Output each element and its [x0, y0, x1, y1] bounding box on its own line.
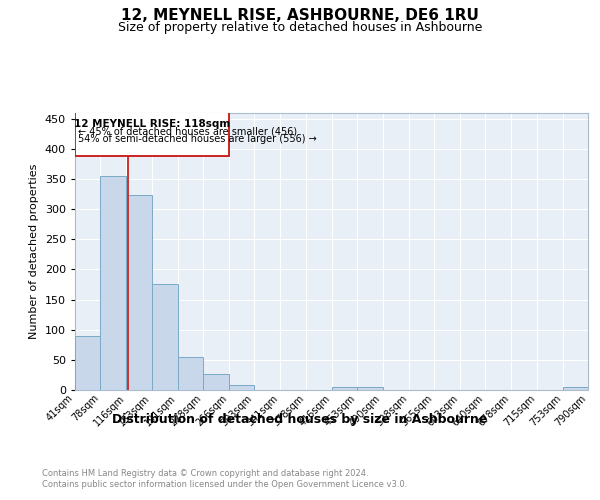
Y-axis label: Number of detached properties: Number of detached properties	[29, 164, 39, 339]
Bar	[332, 387, 357, 390]
Bar	[75, 112, 229, 156]
Bar	[229, 385, 254, 390]
Bar	[357, 387, 383, 390]
Bar	[100, 176, 127, 390]
Bar	[178, 358, 203, 390]
Bar	[203, 374, 229, 390]
Text: Contains public sector information licensed under the Open Government Licence v3: Contains public sector information licen…	[42, 480, 407, 489]
Text: 12 MEYNELL RISE: 118sqm: 12 MEYNELL RISE: 118sqm	[74, 118, 230, 128]
Bar	[75, 336, 100, 390]
Text: Distribution of detached houses by size in Ashbourne: Distribution of detached houses by size …	[112, 412, 488, 426]
Bar	[152, 284, 178, 390]
Text: Size of property relative to detached houses in Ashbourne: Size of property relative to detached ho…	[118, 21, 482, 34]
Text: 54% of semi-detached houses are larger (556) →: 54% of semi-detached houses are larger (…	[78, 134, 316, 144]
Bar	[563, 387, 588, 390]
Bar	[127, 194, 152, 390]
Text: 12, MEYNELL RISE, ASHBOURNE, DE6 1RU: 12, MEYNELL RISE, ASHBOURNE, DE6 1RU	[121, 8, 479, 22]
Text: ← 45% of detached houses are smaller (456): ← 45% of detached houses are smaller (45…	[78, 127, 297, 137]
Text: Contains HM Land Registry data © Crown copyright and database right 2024.: Contains HM Land Registry data © Crown c…	[42, 468, 368, 477]
